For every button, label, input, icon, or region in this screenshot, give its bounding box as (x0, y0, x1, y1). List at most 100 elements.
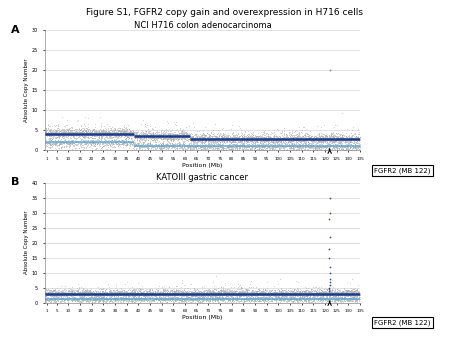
Point (300, 146, 307, 151)
Point (324, 145, 331, 150)
Point (195, 135, 203, 140)
Point (201, 287, 208, 292)
Point (215, 289, 222, 294)
Point (268, 130, 275, 136)
Point (140, 143, 147, 149)
Point (85, 291, 92, 296)
Point (237, 291, 244, 297)
Point (213, 144, 220, 150)
Point (319, 295, 326, 300)
Point (61, 128, 68, 133)
Point (245, 296, 252, 301)
Point (199, 135, 206, 140)
Point (130, 287, 137, 293)
Point (229, 132, 236, 138)
Point (49, 293, 56, 298)
Point (324, 146, 331, 152)
Point (197, 138, 204, 143)
Point (235, 288, 242, 293)
Point (168, 291, 176, 296)
Point (104, 134, 111, 139)
Point (127, 136, 135, 141)
Point (139, 289, 146, 295)
Point (84, 130, 91, 135)
Point (99, 298, 107, 304)
Point (221, 290, 228, 296)
Point (221, 135, 228, 141)
Point (310, 138, 317, 143)
Point (133, 136, 140, 141)
Point (55, 131, 63, 136)
Point (279, 296, 286, 301)
Point (81, 290, 88, 295)
Point (326, 136, 333, 141)
Point (117, 289, 125, 295)
Point (338, 289, 346, 294)
Point (216, 296, 223, 302)
Point (202, 289, 210, 295)
Point (124, 130, 131, 136)
Point (274, 293, 281, 298)
Point (244, 132, 251, 138)
Point (223, 142, 230, 148)
Point (122, 131, 129, 137)
Point (351, 294, 358, 299)
Point (68, 295, 75, 300)
Point (61, 140, 68, 145)
Point (207, 138, 214, 143)
Point (349, 145, 356, 150)
Point (60, 292, 68, 297)
Point (324, 291, 332, 296)
Point (68, 297, 75, 303)
Point (128, 295, 135, 301)
Point (220, 290, 227, 295)
Point (266, 137, 273, 142)
Point (311, 135, 319, 141)
Point (126, 132, 133, 137)
Point (270, 138, 278, 144)
Point (230, 142, 237, 147)
Point (154, 296, 162, 302)
Point (124, 138, 131, 144)
Point (345, 296, 352, 302)
Point (354, 140, 361, 146)
Point (300, 133, 307, 139)
Point (338, 292, 345, 297)
Point (333, 295, 340, 300)
Point (291, 136, 298, 142)
Point (159, 143, 166, 148)
Point (338, 143, 345, 149)
Point (94, 295, 101, 300)
Point (130, 295, 137, 300)
Point (189, 137, 196, 143)
Point (132, 142, 139, 148)
Point (343, 135, 350, 141)
Point (318, 299, 325, 305)
Point (187, 291, 194, 296)
Point (51, 296, 58, 301)
Point (141, 296, 149, 302)
Point (182, 292, 189, 297)
Point (309, 137, 316, 142)
Point (138, 135, 145, 141)
Point (90, 140, 97, 146)
Point (203, 135, 210, 140)
Point (282, 288, 289, 294)
Point (191, 138, 198, 144)
Point (306, 140, 313, 145)
Point (148, 299, 155, 304)
Point (169, 134, 176, 139)
Point (179, 130, 186, 136)
Point (324, 293, 331, 298)
Point (174, 138, 181, 143)
Point (150, 291, 157, 296)
Point (106, 129, 113, 135)
Point (99, 129, 106, 135)
Point (163, 136, 171, 141)
Point (197, 145, 204, 150)
Point (57, 284, 64, 289)
Point (188, 137, 195, 142)
Point (283, 291, 290, 297)
Point (161, 134, 168, 139)
Point (211, 138, 218, 143)
